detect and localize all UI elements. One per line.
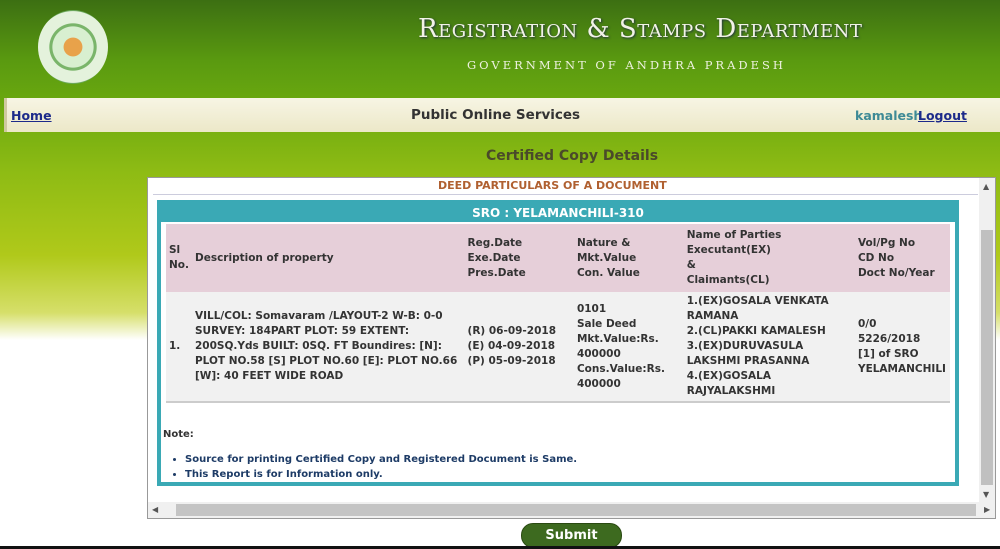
- note-item: This Report is for Information only.: [185, 467, 955, 482]
- vertical-scroll-thumb[interactable]: [981, 230, 993, 485]
- nav-bar: Home Public Online Services kamalesh Log…: [4, 98, 1000, 132]
- submit-button[interactable]: Submit: [521, 523, 622, 548]
- column-header: Nature & Mkt.Value Con. Value: [573, 224, 684, 292]
- scroll-down-icon[interactable]: ▼: [983, 490, 990, 499]
- scroll-right-icon[interactable]: ▶: [984, 505, 991, 514]
- page-title: Certified Copy Details: [486, 148, 659, 164]
- note-list: Source for printing Certified Copy and R…: [185, 452, 955, 482]
- home-link[interactable]: Home: [11, 108, 52, 123]
- table-cell: (R) 06-09-2018 (E) 04-09-2018 (P) 05-09-…: [464, 292, 574, 403]
- nav-center-title: Public Online Services: [411, 107, 581, 123]
- ap-emblem-logo: [38, 10, 108, 84]
- scroll-left-icon[interactable]: ◀: [152, 505, 159, 514]
- table-cell: 0101 Sale Deed Mkt.Value:Rs. 400000 Cons…: [573, 292, 684, 403]
- sro-header: SRO : YELAMANCHILI-310: [161, 204, 955, 222]
- site-subtitle: GOVERNMENT OF ANDHRA PRADESH: [467, 58, 786, 72]
- column-header: Name of Parties Executant(EX) & Claimant…: [683, 224, 855, 292]
- horizontal-scroll-thumb[interactable]: [176, 504, 976, 516]
- sro-box: SRO : YELAMANCHILI-310 Sl No. Description…: [157, 200, 959, 486]
- table-row: 1. VILL/COL: Somavaram /LAYOUT-2 W-B: 0-0…: [166, 292, 950, 403]
- username: kamalesh: [855, 108, 923, 123]
- table-cell: VILL/COL: Somavaram /LAYOUT-2 W-B: 0-0 S…: [191, 292, 465, 403]
- deed-table: Sl No. Description of property Reg.Date Ex…: [166, 224, 950, 403]
- vertical-scrollbar[interactable]: ▲ ▼: [979, 178, 995, 503]
- table-cell: 1.: [166, 292, 192, 403]
- section-heading: DEED PARTICULARS OF A DOCUMENT: [438, 179, 667, 192]
- divider: [153, 194, 978, 195]
- column-header: Description of property: [191, 224, 465, 292]
- column-header: Vol/Pg No CD No Doct No/Year: [854, 224, 950, 292]
- table-cell: 0/0 5226/2018 [1] of SRO YELAMANCHILI: [854, 292, 950, 403]
- content-frame: DEED PARTICULARS OF A DOCUMENT SRO : YEL…: [147, 177, 996, 519]
- table-header-row: Sl No. Description of property Reg.Date Ex…: [166, 224, 950, 292]
- column-header: Sl No.: [166, 224, 192, 292]
- column-header: Reg.Date Exe.Date Pres.Date: [464, 224, 574, 292]
- horizontal-scrollbar[interactable]: ◀ ▶: [148, 502, 995, 518]
- bottom-bar: [0, 546, 1000, 549]
- note-item: Source for printing Certified Copy and R…: [185, 452, 955, 467]
- logout-link[interactable]: Logout: [918, 108, 967, 123]
- scroll-up-icon[interactable]: ▲: [983, 182, 990, 191]
- site-title: Registration & Stamps Department: [418, 14, 863, 44]
- note-label: Note:: [163, 429, 194, 440]
- table-cell: 1.(EX)GOSALA VENKATA RAMANA 2.(CL)PAKKI …: [683, 292, 855, 403]
